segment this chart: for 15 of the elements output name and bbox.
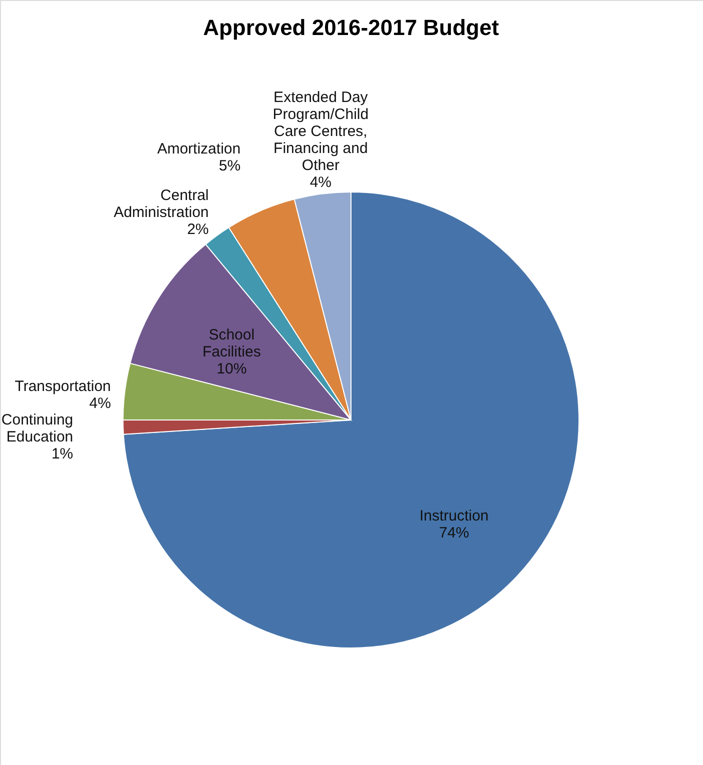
- slice-label: Amortization: [157, 140, 241, 158]
- slice-label: Central Administration: [114, 186, 209, 221]
- slice-label: Transportation: [14, 378, 111, 396]
- data-label: 2%: [187, 220, 209, 238]
- data-label: 4%: [89, 395, 111, 412]
- slice-label: Instruction: [419, 507, 489, 524]
- data-label: 4%: [310, 174, 332, 191]
- data-label: 1%: [51, 445, 74, 462]
- slice-label: School Facilities: [202, 326, 261, 360]
- chart-title: Approved 2016-2017 Budget: [203, 15, 500, 40]
- slice-label: Continuing Education: [1, 411, 74, 446]
- data-label: 10%: [216, 360, 247, 378]
- data-label: 74%: [439, 524, 470, 542]
- data-label: 5%: [218, 158, 241, 175]
- slice-label: Extended Day Program/Child Care Centres, Financing and Other: [272, 88, 369, 174]
